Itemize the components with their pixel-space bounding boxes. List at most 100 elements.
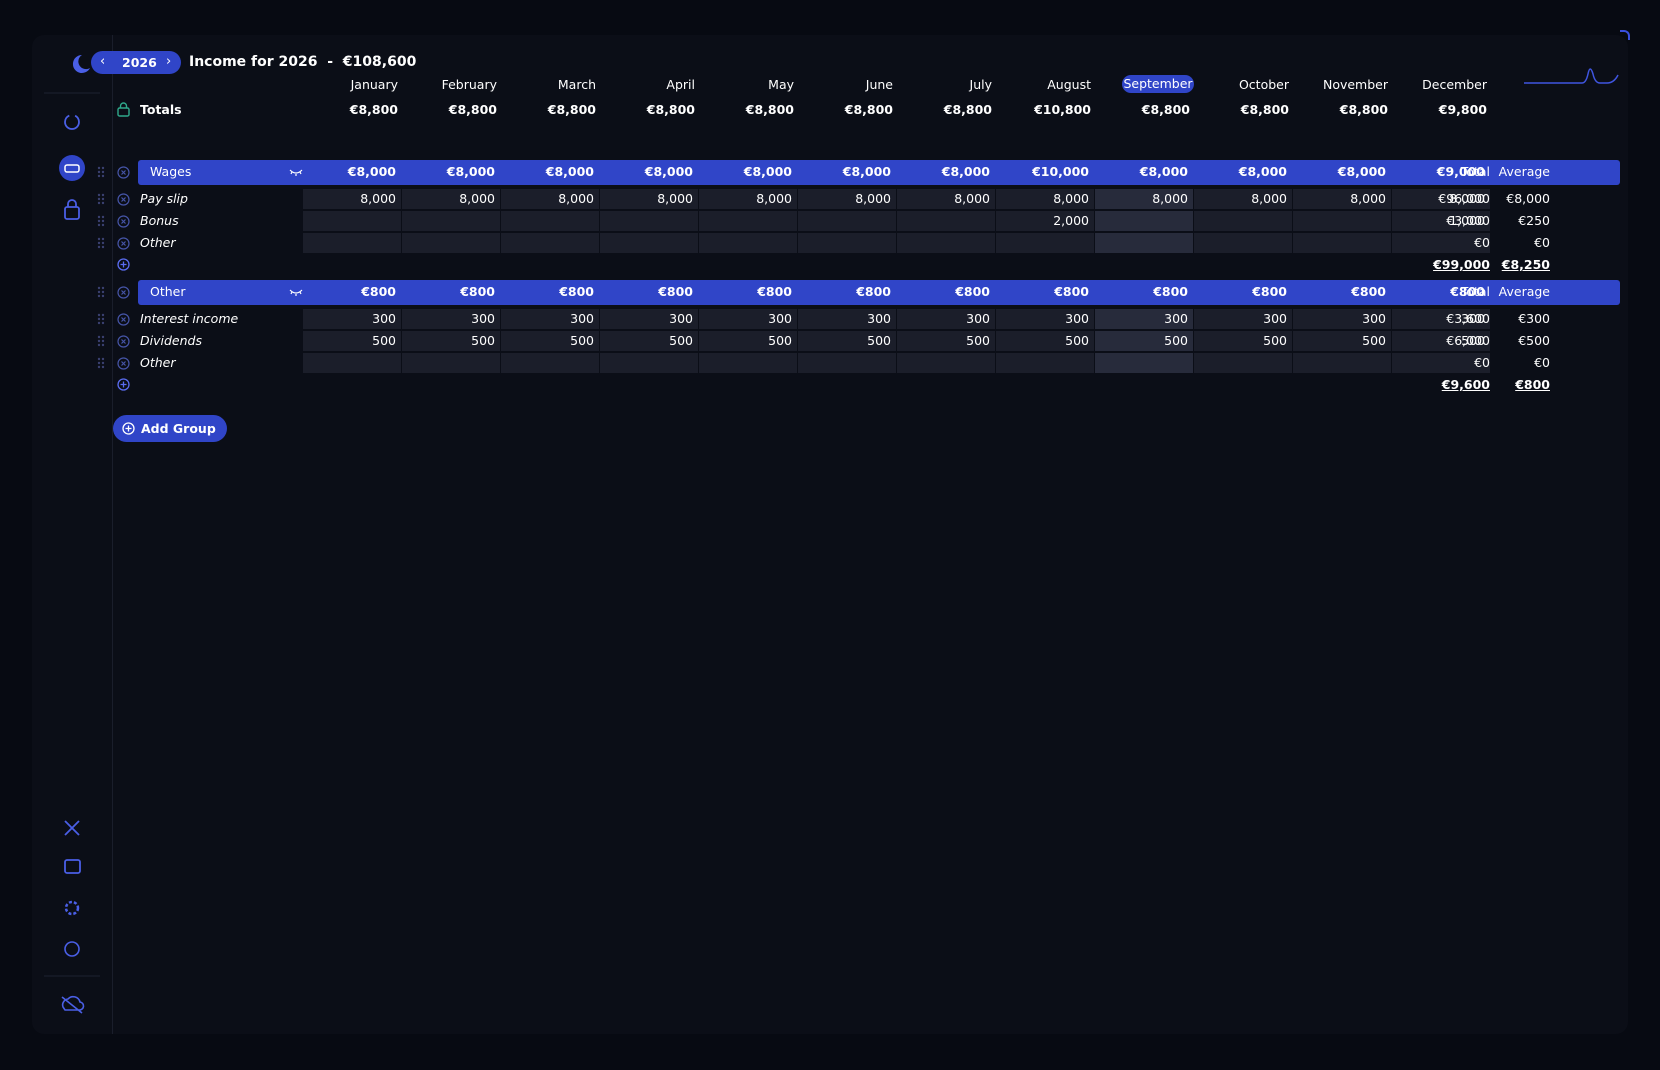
cell[interactable] — [1095, 211, 1194, 231]
nav-calendar[interactable] — [64, 859, 81, 874]
add-group-label[interactable]: Add Group — [141, 421, 216, 436]
drag-handle[interactable] — [97, 335, 105, 347]
cell[interactable]: 500 — [1095, 331, 1194, 351]
cell[interactable] — [897, 233, 996, 253]
cell[interactable]: 8,000 — [1293, 189, 1392, 209]
cell[interactable]: 8,000 — [897, 189, 996, 209]
cell[interactable]: 1,000 — [1392, 211, 1491, 231]
drag-handle[interactable] — [97, 166, 105, 178]
cell[interactable] — [501, 211, 600, 231]
cell[interactable] — [699, 211, 798, 231]
cell[interactable]: 500 — [600, 331, 699, 351]
cell[interactable] — [1194, 211, 1293, 231]
cell[interactable] — [402, 353, 501, 373]
cell[interactable]: 300 — [1194, 309, 1293, 329]
delete-button[interactable] — [117, 165, 130, 179]
cell[interactable] — [699, 353, 798, 373]
cell[interactable] — [798, 353, 897, 373]
cell[interactable]: 300 — [1392, 309, 1491, 329]
cell[interactable] — [1392, 233, 1491, 253]
cell[interactable] — [1293, 233, 1392, 253]
delete-button[interactable] — [117, 192, 130, 206]
cell[interactable]: 300 — [699, 309, 798, 329]
cell[interactable] — [1293, 353, 1392, 373]
cell[interactable] — [303, 353, 402, 373]
drag-handle[interactable] — [97, 215, 105, 227]
cell[interactable] — [1293, 211, 1392, 231]
cell[interactable] — [1392, 353, 1491, 373]
cell[interactable]: 300 — [600, 309, 699, 329]
cell[interactable] — [1095, 233, 1194, 253]
next-year[interactable]: › — [166, 54, 172, 69]
cell[interactable] — [996, 233, 1095, 253]
delete-button[interactable] — [117, 236, 130, 250]
cell[interactable] — [402, 211, 501, 231]
drag-handle[interactable] — [97, 237, 105, 249]
lock-icon[interactable] — [117, 102, 130, 117]
cell[interactable]: 300 — [996, 309, 1095, 329]
cell[interactable]: 300 — [501, 309, 600, 329]
delete-button[interactable] — [117, 214, 130, 228]
drag-handle[interactable] — [97, 193, 105, 205]
nav-settings[interactable] — [64, 900, 80, 916]
cell[interactable] — [501, 353, 600, 373]
cell[interactable] — [996, 353, 1095, 373]
delete-button[interactable] — [117, 334, 130, 348]
cell[interactable]: 500 — [501, 331, 600, 351]
delete-button[interactable] — [117, 312, 130, 326]
cell[interactable]: 500 — [996, 331, 1095, 351]
cell[interactable] — [798, 233, 897, 253]
cell[interactable]: 300 — [303, 309, 402, 329]
cell[interactable] — [1095, 353, 1194, 373]
cell[interactable]: 500 — [1392, 331, 1491, 351]
hide-toggle[interactable] — [288, 164, 304, 180]
cell[interactable]: 300 — [1095, 309, 1194, 329]
cell[interactable]: 8,000 — [699, 189, 798, 209]
cell[interactable] — [1194, 353, 1293, 373]
nav-bag[interactable] — [64, 206, 80, 220]
nav-income[interactable] — [59, 155, 85, 181]
cell[interactable]: 300 — [897, 309, 996, 329]
cell[interactable]: 500 — [402, 331, 501, 351]
cell[interactable]: 500 — [1293, 331, 1392, 351]
nav-cloud[interactable] — [61, 995, 85, 1014]
year[interactable]: 2026 — [122, 55, 157, 70]
drag-handle[interactable] — [97, 357, 105, 369]
cell[interactable] — [897, 353, 996, 373]
theme-icon[interactable] — [72, 54, 90, 73]
cell[interactable]: 8,000 — [996, 189, 1095, 209]
cell[interactable]: 300 — [402, 309, 501, 329]
nav-info[interactable] — [64, 941, 80, 957]
cell[interactable]: 8,000 — [1095, 189, 1194, 209]
cell[interactable]: 500 — [897, 331, 996, 351]
cell[interactable]: 500 — [699, 331, 798, 351]
cell[interactable]: 8,000 — [402, 189, 501, 209]
cell[interactable]: 8,000 — [1392, 189, 1491, 209]
cell[interactable]: 300 — [798, 309, 897, 329]
add-row-button[interactable] — [117, 257, 130, 271]
cell[interactable]: 8,000 — [798, 189, 897, 209]
cell[interactable]: 300 — [1293, 309, 1392, 329]
cell[interactable] — [303, 233, 402, 253]
delete-button[interactable] — [117, 356, 130, 370]
prev-year[interactable]: ‹ — [100, 54, 106, 69]
cell[interactable]: 500 — [303, 331, 402, 351]
cell[interactable] — [699, 233, 798, 253]
year-navigator[interactable]: ‹ 2026 › — [91, 51, 181, 74]
cell[interactable] — [798, 211, 897, 231]
cell[interactable]: 8,000 — [1194, 189, 1293, 209]
nav-icon[interactable] — [64, 114, 80, 130]
cell[interactable]: 8,000 — [600, 189, 699, 209]
cell[interactable] — [600, 233, 699, 253]
cell[interactable]: 2,000 — [996, 211, 1095, 231]
cell[interactable]: 8,000 — [501, 189, 600, 209]
cell[interactable]: 500 — [798, 331, 897, 351]
nav-tools[interactable] — [64, 820, 80, 836]
cell[interactable] — [501, 233, 600, 253]
delete-button[interactable] — [117, 285, 130, 299]
cell[interactable] — [600, 211, 699, 231]
cell[interactable]: 500 — [1194, 331, 1293, 351]
drag-handle[interactable] — [97, 313, 105, 325]
add-group-button[interactable]: Add Group — [113, 415, 227, 442]
cell[interactable] — [402, 233, 501, 253]
